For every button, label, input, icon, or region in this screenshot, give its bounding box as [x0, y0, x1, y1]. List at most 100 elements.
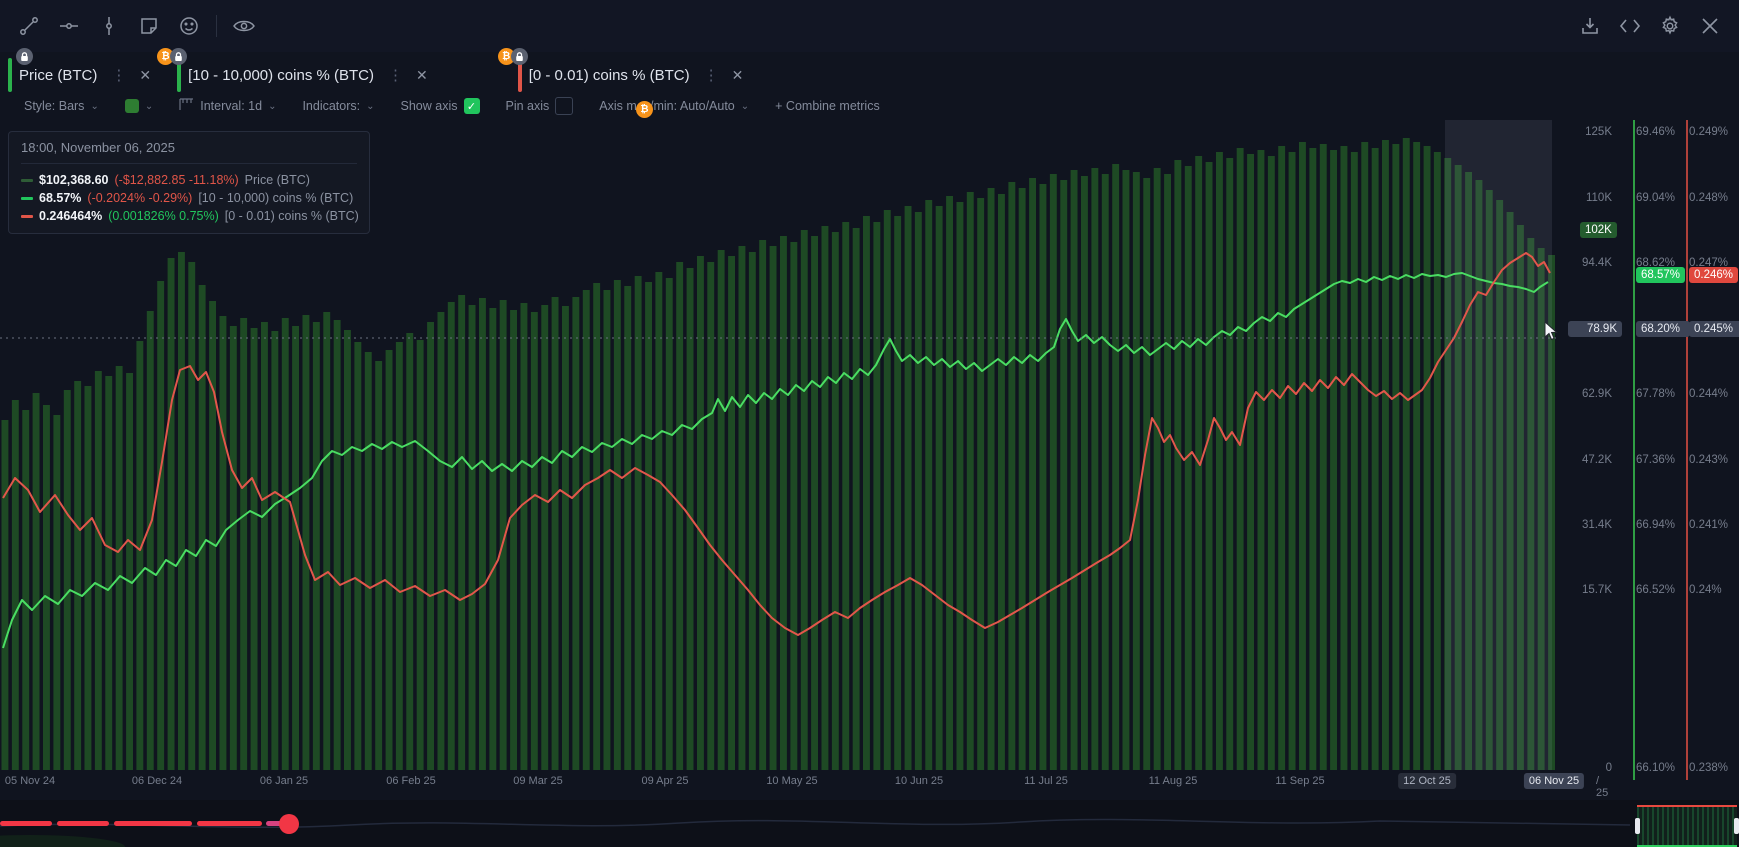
price-bar: [395, 342, 403, 770]
tab-close-icon[interactable]: ✕: [731, 66, 744, 83]
red-axis-tick[interactable]: 0.243%: [1689, 454, 1729, 466]
green-axis-line: [1633, 120, 1635, 780]
show-axis-checkbox[interactable]: ✓: [463, 98, 480, 114]
price-axis-tick[interactable]: 0: [1605, 762, 1612, 774]
tooltip-row-green: 68.57% (-0.2024% -0.29%) [10 - 10,000) c…: [21, 191, 357, 205]
green-axis-tick[interactable]: 67.36%: [1636, 454, 1676, 466]
x-axis-label[interactable]: 11 Jul 25: [1024, 775, 1068, 787]
price-bar: [645, 282, 652, 770]
price-axis-tick[interactable]: 110K: [1585, 192, 1612, 204]
x-axis-label[interactable]: 06 Jan 25: [259, 775, 309, 787]
tab-label[interactable]: [0 - 0.01) coins % (BTC): [528, 66, 690, 84]
tab-close-icon[interactable]: ✕: [415, 66, 428, 83]
price-bar: [1496, 200, 1504, 770]
playback-slider-segment[interactable]: [197, 821, 262, 826]
green-axis-tick[interactable]: 67.78%: [1636, 388, 1676, 400]
price-axis-tick[interactable]: 125K: [1585, 126, 1612, 138]
tooltip-series-name: [0 - 0.01) coins % (BTC): [224, 209, 359, 223]
tab-price-btc[interactable]: Price (BTC) ⋮ ✕: [8, 48, 159, 92]
x-axis[interactable]: 05 Nov 24 06 Dec 24 06 Jan 25 06 Feb 25 09 M…: [0, 770, 1608, 799]
price-bar: [146, 311, 154, 770]
combine-metrics-button[interactable]: + Combine metrics: [775, 99, 880, 113]
style-dropdown[interactable]: Style: Bars ⌄: [24, 99, 99, 113]
green-axis-tick[interactable]: 69.46%: [1636, 126, 1676, 138]
price-bar: [613, 280, 621, 770]
price-bar: [22, 410, 30, 770]
x-axis-label[interactable]: 09 Apr 25: [641, 775, 689, 787]
trend-line-icon[interactable]: [16, 13, 42, 39]
price-bar: [1433, 152, 1441, 770]
note-icon[interactable]: [136, 13, 162, 39]
gear-icon[interactable]: [1657, 13, 1683, 39]
color-swatch-dropdown[interactable]: ⌄: [124, 99, 153, 113]
x-axis-label[interactable]: 11 Aug 25: [1148, 775, 1198, 787]
axis-maxmin-dropdown[interactable]: Axis max/min: Auto/Auto ⌄: [599, 99, 749, 113]
price-axis-tick[interactable]: 62.9K: [1581, 388, 1612, 400]
show-axis-toggle[interactable]: Show axis ✓: [401, 98, 480, 114]
red-axis-tick[interactable]: 0.238%: [1689, 762, 1729, 774]
red-axis-tick[interactable]: 0.244%: [1689, 388, 1729, 400]
x-axis-label[interactable]: 10 May 25: [766, 775, 818, 787]
green-axis-tick-crosshair[interactable]: 68.20%: [1636, 321, 1690, 337]
emoji-icon[interactable]: [176, 13, 202, 39]
green-axis-tick[interactable]: 68.62%: [1636, 257, 1676, 269]
pin-axis-checkbox[interactable]: [555, 97, 574, 115]
x-axis-label[interactable]: 11 Sep 25: [1275, 775, 1325, 787]
eye-icon[interactable]: [231, 13, 257, 39]
green-axis-tick[interactable]: 66.94%: [1636, 519, 1676, 531]
playback-slider-knob[interactable]: [279, 814, 299, 834]
playback-slider-segment[interactable]: [0, 821, 52, 826]
red-axis-tick[interactable]: 0.248%: [1689, 192, 1729, 204]
vertical-line-icon[interactable]: [96, 13, 122, 39]
pin-axis-toggle[interactable]: Pin axis: [506, 97, 574, 115]
navigator-left-handle[interactable]: [1635, 818, 1640, 834]
price-bar: [209, 301, 216, 770]
red-axis-tick-crosshair[interactable]: 0.245%: [1689, 321, 1739, 337]
close-icon[interactable]: [1697, 13, 1723, 39]
horizontal-line-icon[interactable]: [56, 13, 82, 39]
price-bar: [63, 390, 71, 770]
tab-menu-icon[interactable]: ⋮: [387, 67, 404, 84]
red-axis-tick[interactable]: 0.249%: [1689, 126, 1729, 138]
tab-menu-icon[interactable]: ⋮: [703, 67, 720, 84]
green-axis-tick[interactable]: 66.52%: [1636, 584, 1676, 596]
navigator-window[interactable]: [1635, 805, 1739, 847]
interval-dropdown[interactable]: Interval: 1d ⌄: [179, 98, 276, 114]
price-bar: [1029, 178, 1036, 770]
download-icon[interactable]: [1577, 13, 1603, 39]
indicators-dropdown[interactable]: Indicators: ⌄: [302, 99, 374, 113]
red-axis-tick[interactable]: 0.24%: [1689, 584, 1722, 596]
price-bar: [759, 240, 767, 770]
series-color-swatch[interactable]: [124, 99, 139, 113]
tab-close-icon[interactable]: ✕: [139, 66, 152, 83]
bitcoin-icon[interactable]: ₿: [636, 101, 653, 118]
red-axis-tick[interactable]: 0.241%: [1689, 519, 1729, 531]
price-axis-tick[interactable]: 94.4K: [1581, 257, 1612, 269]
playback-slider-segment[interactable]: [114, 821, 192, 826]
x-axis-label[interactable]: 10 Jun 25: [894, 775, 944, 787]
price-axis-tick[interactable]: 47.2K: [1581, 454, 1612, 466]
x-axis-crosshair-label[interactable]: 06 Nov 25: [1523, 773, 1585, 789]
red-axis-tick[interactable]: 0.247%: [1689, 257, 1729, 269]
price-axis-tick[interactable]: 31.4K: [1581, 519, 1612, 531]
price-axis-tick[interactable]: 15.7K: [1581, 584, 1612, 596]
playback-slider-segment[interactable]: [57, 821, 109, 826]
x-axis-label[interactable]: 05 Nov 24: [4, 775, 56, 787]
tab-10-10000-coins[interactable]: ₿ [10 - 10,000) coins % (BTC) ⋮ ✕: [157, 48, 436, 92]
tab-label[interactable]: Price (BTC): [19, 66, 98, 84]
price-bar: [873, 222, 881, 770]
x-axis-label[interactable]: 06 Dec 24: [131, 775, 183, 787]
tab-0-001-coins[interactable]: ₿ [0 - 0.01) coins % (BTC) ⋮ ✕: [497, 48, 752, 92]
x-axis-label[interactable]: 12 Oct 25: [1398, 773, 1456, 789]
x-axis-label[interactable]: 06 Feb 25: [386, 775, 436, 787]
tab-menu-icon[interactable]: ⋮: [111, 67, 128, 84]
navigator-right-handle[interactable]: [1734, 818, 1739, 834]
tab-label[interactable]: [10 - 10,000) coins % (BTC): [188, 66, 374, 84]
green-axis-tick[interactable]: 66.10%: [1636, 762, 1676, 774]
price-axis-tick-crosshair[interactable]: 78.9K: [1568, 321, 1622, 337]
price-bar: [780, 236, 787, 770]
price-plot[interactable]: [0, 120, 1739, 800]
green-axis-tick[interactable]: 69.04%: [1636, 192, 1676, 204]
embed-code-icon[interactable]: [1617, 13, 1643, 39]
x-axis-label[interactable]: 09 Mar 25: [513, 775, 563, 787]
